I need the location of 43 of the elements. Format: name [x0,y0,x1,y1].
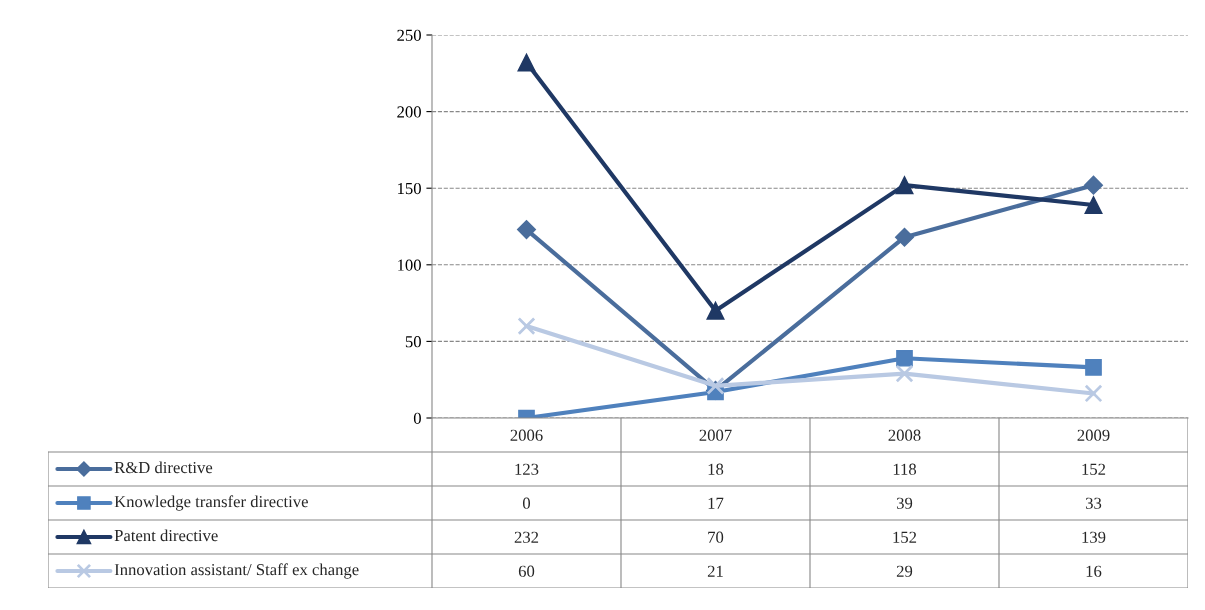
legend-label: Innovation assistant/ Staff ex change [114,563,359,579]
y-tick-label: 0 [413,412,421,424]
x-tick-label: 2007 [699,429,732,441]
point [895,176,914,195]
point [1084,384,1103,403]
y-tick-label: 100 [398,259,421,271]
data-label: 152 [1082,463,1106,475]
point [706,376,725,395]
data-label: 17 [708,497,724,509]
data-label: 29 [896,565,913,577]
data-label: 39 [896,497,913,509]
point [894,227,915,247]
legend-label: R&D directive [114,461,213,474]
point [895,364,914,383]
data-label: 152 [893,531,917,543]
x-tick-label: 2006 [510,429,543,441]
data-label: 18 [708,463,724,475]
point [516,220,537,240]
point [1083,175,1104,195]
data-label: 33 [1085,497,1102,509]
point [896,349,913,367]
data-label: 16 [1086,565,1102,577]
y-tick-label: 200 [397,106,421,118]
y-tick-label: 150 [398,182,421,195]
x-tick-label: 2009 [1077,429,1110,441]
point [517,53,536,72]
data-label: 232 [514,531,539,543]
x-tick-label: 2008 [888,429,921,441]
point [1085,359,1102,376]
legend-label: Patent directive [114,529,218,542]
y-tick-label: 50 [405,336,421,348]
legend-label: Knowledge transfer directive [114,495,308,511]
point [517,317,536,336]
data-label: 0 [522,497,531,509]
point [1084,196,1103,215]
data-label: 118 [893,463,917,475]
y-tick-label: 250 [397,29,421,41]
data-label: 123 [515,463,539,475]
data-label: 21 [707,565,723,577]
data-label: 70 [708,531,724,543]
data-label: 139 [1082,531,1106,543]
data-label: 60 [518,565,535,577]
point [706,301,725,320]
